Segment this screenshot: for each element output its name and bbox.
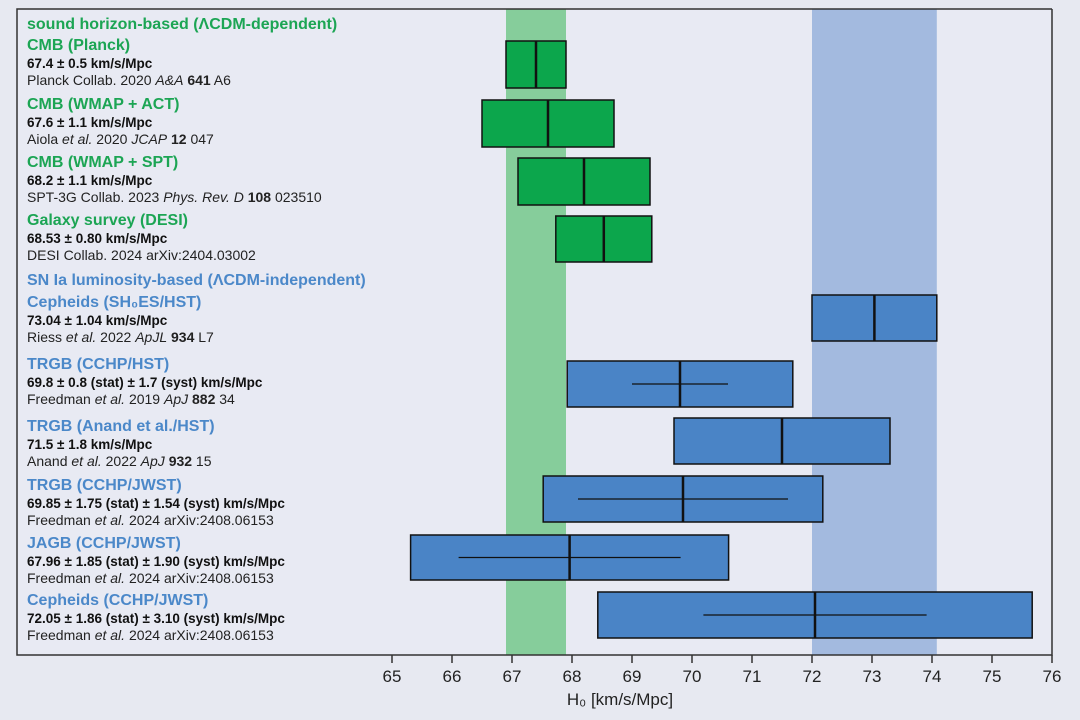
- reference-segment: Anand: [27, 453, 72, 469]
- x-tick-label: 67: [503, 667, 522, 686]
- measurement-title: JAGB (CCHP/JWST): [27, 535, 181, 552]
- measurement-title: Cepheids (SH₀ES/HST): [27, 294, 202, 311]
- reference-segment: SPT-3G Collab. 2023: [27, 189, 164, 205]
- measurement-reference: Anand et al. 2022 ApJ 932 15: [27, 453, 212, 469]
- group-heading: sound horizon-based (ΛCDM-dependent): [27, 16, 338, 33]
- measurement-reference: Freedman et al. 2024 arXiv:2408.06153: [27, 570, 274, 586]
- measurement-title: TRGB (CCHP/HST): [27, 356, 170, 373]
- x-tick-label: 68: [563, 667, 582, 686]
- x-tick-label: 74: [923, 667, 942, 686]
- measurement-title: TRGB (CCHP/JWST): [27, 477, 182, 494]
- measurement-title: Cepheids (CCHP/JWST): [27, 592, 209, 609]
- reference-segment: 2020: [92, 131, 132, 147]
- reference-segment: 34: [215, 391, 235, 407]
- reference-segment: et al.: [94, 627, 126, 643]
- reference-segment: 108: [247, 189, 272, 205]
- reference-segment: 2024 arXiv:2408.06153: [125, 512, 274, 528]
- measurement-value: 68.53 ± 0.80 km/s/Mpc: [27, 231, 168, 246]
- reference-segment: JCAP: [131, 131, 168, 147]
- measurement-title: CMB (Planck): [27, 37, 131, 54]
- measurement-reference: SPT-3G Collab. 2023 Phys. Rev. D 108 023…: [27, 189, 322, 205]
- x-tick-label: 69: [623, 667, 642, 686]
- x-tick-label: 73: [863, 667, 882, 686]
- measurement-title: CMB (WMAP + SPT): [27, 154, 179, 171]
- reference-segment: 047: [186, 131, 214, 147]
- measurement-title: TRGB (Anand et al./HST): [27, 418, 215, 435]
- x-tick-label: 72: [803, 667, 822, 686]
- reference-segment: A&A: [155, 72, 184, 88]
- measurement-value: 67.6 ± 1.1 km/s/Mpc: [27, 115, 153, 130]
- measurement-value: 67.4 ± 0.5 km/s/Mpc: [27, 56, 153, 71]
- reference-segment: Aiola: [27, 131, 63, 147]
- reference-segment: 932: [168, 453, 193, 469]
- x-tick-label: 75: [983, 667, 1002, 686]
- reference-segment: 023510: [271, 189, 322, 205]
- reference-segment: Planck Collab. 2020: [27, 72, 156, 88]
- measurement-value: 67.96 ± 1.85 (stat) ± 1.90 (syst) km/s/M…: [27, 554, 285, 569]
- x-tick-label: 66: [443, 667, 462, 686]
- reference-segment: 641: [187, 72, 211, 88]
- reference-segment: 882: [192, 391, 216, 407]
- reference-segment: 934: [171, 329, 195, 345]
- measurement-value: 73.04 ± 1.04 km/s/Mpc: [27, 313, 168, 328]
- x-axis-label: H₀ [km/s/Mpc]: [566, 690, 674, 709]
- reference-segment: Riess: [27, 329, 66, 345]
- group-heading: SN Ia luminosity-based (ΛCDM-independent…: [27, 272, 366, 289]
- measurement-reference: Freedman et al. 2024 arXiv:2408.06153: [27, 627, 274, 643]
- reference-segment: A6: [210, 72, 231, 88]
- plot-frame: [16, 8, 1053, 656]
- measurement-reference: Freedman et al. 2019 ApJ 882 34: [27, 391, 235, 407]
- reference-segment: 12: [171, 131, 187, 147]
- measurement-reference: Freedman et al. 2024 arXiv:2408.06153: [27, 512, 274, 528]
- reference-segment: Freedman: [27, 391, 95, 407]
- reference-segment: et al.: [71, 453, 102, 469]
- measurement-reference: Riess et al. 2022 ApJL 934 L7: [27, 329, 214, 345]
- measurement-value: 69.8 ± 0.8 (stat) ± 1.7 (syst) km/s/Mpc: [27, 375, 263, 390]
- reference-segment: et al.: [65, 329, 97, 345]
- measurement-value: 71.5 ± 1.8 km/s/Mpc: [27, 437, 153, 452]
- reference-segment: 2022: [101, 453, 141, 469]
- x-tick-label: 70: [683, 667, 702, 686]
- reference-segment: 2024 arXiv:2408.06153: [125, 627, 274, 643]
- reference-segment: et al.: [94, 512, 126, 528]
- reference-segment: L7: [194, 329, 214, 345]
- x-tick-label: 65: [383, 667, 402, 686]
- reference-segment: Freedman: [27, 570, 95, 586]
- reference-segment: Phys. Rev. D: [163, 189, 244, 205]
- reference-segment: DESI Collab. 2024 arXiv:2404.03002: [27, 247, 256, 263]
- measurement-value: 69.85 ± 1.75 (stat) ± 1.54 (syst) km/s/M…: [27, 496, 285, 511]
- x-tick-label: 71: [743, 667, 762, 686]
- reference-segment: 2022: [96, 329, 136, 345]
- reference-segment: ApJ: [164, 391, 189, 407]
- reference-segment: Freedman: [27, 512, 95, 528]
- reference-segment: 2024 arXiv:2408.06153: [125, 570, 274, 586]
- measurement-value: 72.05 ± 1.86 (stat) ± 3.10 (syst) km/s/M…: [27, 611, 285, 626]
- reference-segment: 2019: [125, 391, 164, 407]
- reference-segment: Freedman: [27, 627, 95, 643]
- reference-segment: et al.: [94, 391, 126, 407]
- measurement-reference: Aiola et al. 2020 JCAP 12 047: [27, 131, 214, 147]
- reference-segment: et al.: [62, 131, 93, 147]
- x-tick-label: 76: [1043, 667, 1062, 686]
- reference-segment: 15: [192, 453, 212, 469]
- reference-segment: ApJL: [135, 329, 168, 345]
- reference-segment: et al.: [94, 570, 126, 586]
- measurement-title: CMB (WMAP + ACT): [27, 96, 180, 113]
- reference-segment: ApJ: [140, 453, 165, 469]
- measurement-reference: Planck Collab. 2020 A&A 641 A6: [27, 72, 231, 88]
- measurement-reference: DESI Collab. 2024 arXiv:2404.03002: [27, 247, 256, 263]
- measurement-value: 68.2 ± 1.1 km/s/Mpc: [27, 173, 153, 188]
- measurement-title: Galaxy survey (DESI): [27, 212, 188, 229]
